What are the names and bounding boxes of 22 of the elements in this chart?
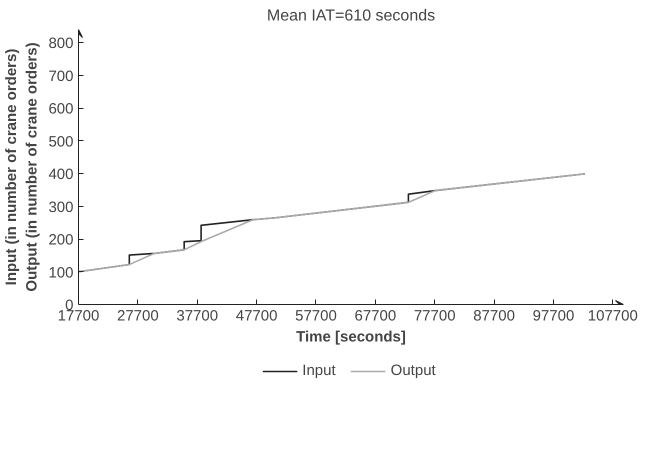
y-tick-label: 100: [48, 264, 74, 282]
legend-label: Output: [390, 362, 436, 379]
legend-label: Input: [302, 362, 336, 379]
x-tick-label: 77700: [414, 308, 456, 324]
x-tick-label: 57700: [295, 308, 337, 324]
y-tick-label: 800: [48, 35, 74, 52]
y-tick-label: 200: [48, 232, 74, 249]
x-tick-label: 87700: [473, 308, 515, 324]
x-tick-label: 67700: [354, 308, 396, 324]
y-tick-label: 400: [48, 166, 74, 184]
x-axis-title: Time [seconds]: [296, 328, 406, 346]
y-axis-title: Input (in number of crane orders) Output (in number of crane orders): [3, 42, 40, 292]
x-tick-label: 37700: [176, 308, 218, 324]
chart-title: Mean IAT=610 seconds: [266, 8, 436, 24]
x-tick-label: 97700: [532, 308, 574, 324]
y-tick-label: 700: [48, 68, 74, 85]
y-tick-label: 300: [48, 198, 74, 216]
x-tick-label: 107700: [588, 308, 638, 324]
x-tick-label: 47700: [236, 308, 278, 324]
y-tick-label: 600: [48, 100, 74, 118]
y-tick-label: 500: [48, 133, 74, 150]
x-tick-label: 27700: [117, 308, 159, 324]
